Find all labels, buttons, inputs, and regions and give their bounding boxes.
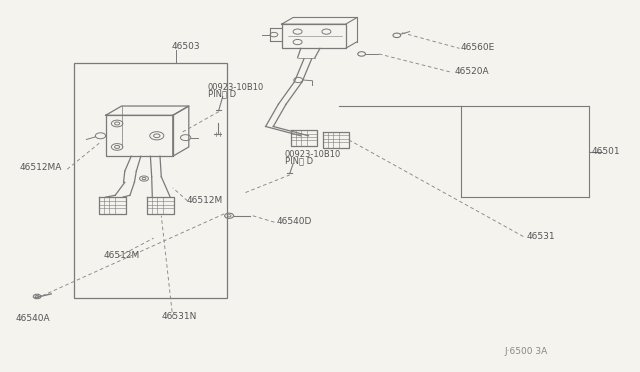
Text: 46540D: 46540D: [276, 217, 312, 226]
Text: 46512M: 46512M: [187, 196, 223, 205]
Text: 46520A: 46520A: [454, 67, 489, 76]
Text: 46512M: 46512M: [104, 251, 140, 260]
Text: 46531N: 46531N: [161, 312, 196, 321]
Text: 46560E: 46560E: [461, 43, 495, 52]
Text: 46540A: 46540A: [16, 314, 51, 323]
Text: J·6500 3A: J·6500 3A: [504, 347, 548, 356]
Text: 46512MA: 46512MA: [19, 163, 61, 172]
Text: PIN〈 D: PIN〈 D: [208, 89, 236, 98]
Text: 46531: 46531: [526, 232, 555, 241]
Text: PIN〈 D: PIN〈 D: [285, 156, 313, 165]
Text: 00923-10B10: 00923-10B10: [208, 83, 264, 92]
Text: 00923-10B10: 00923-10B10: [285, 150, 341, 159]
Text: 46503: 46503: [172, 42, 200, 51]
Bar: [74, 63, 227, 298]
Text: 46501: 46501: [592, 147, 621, 156]
